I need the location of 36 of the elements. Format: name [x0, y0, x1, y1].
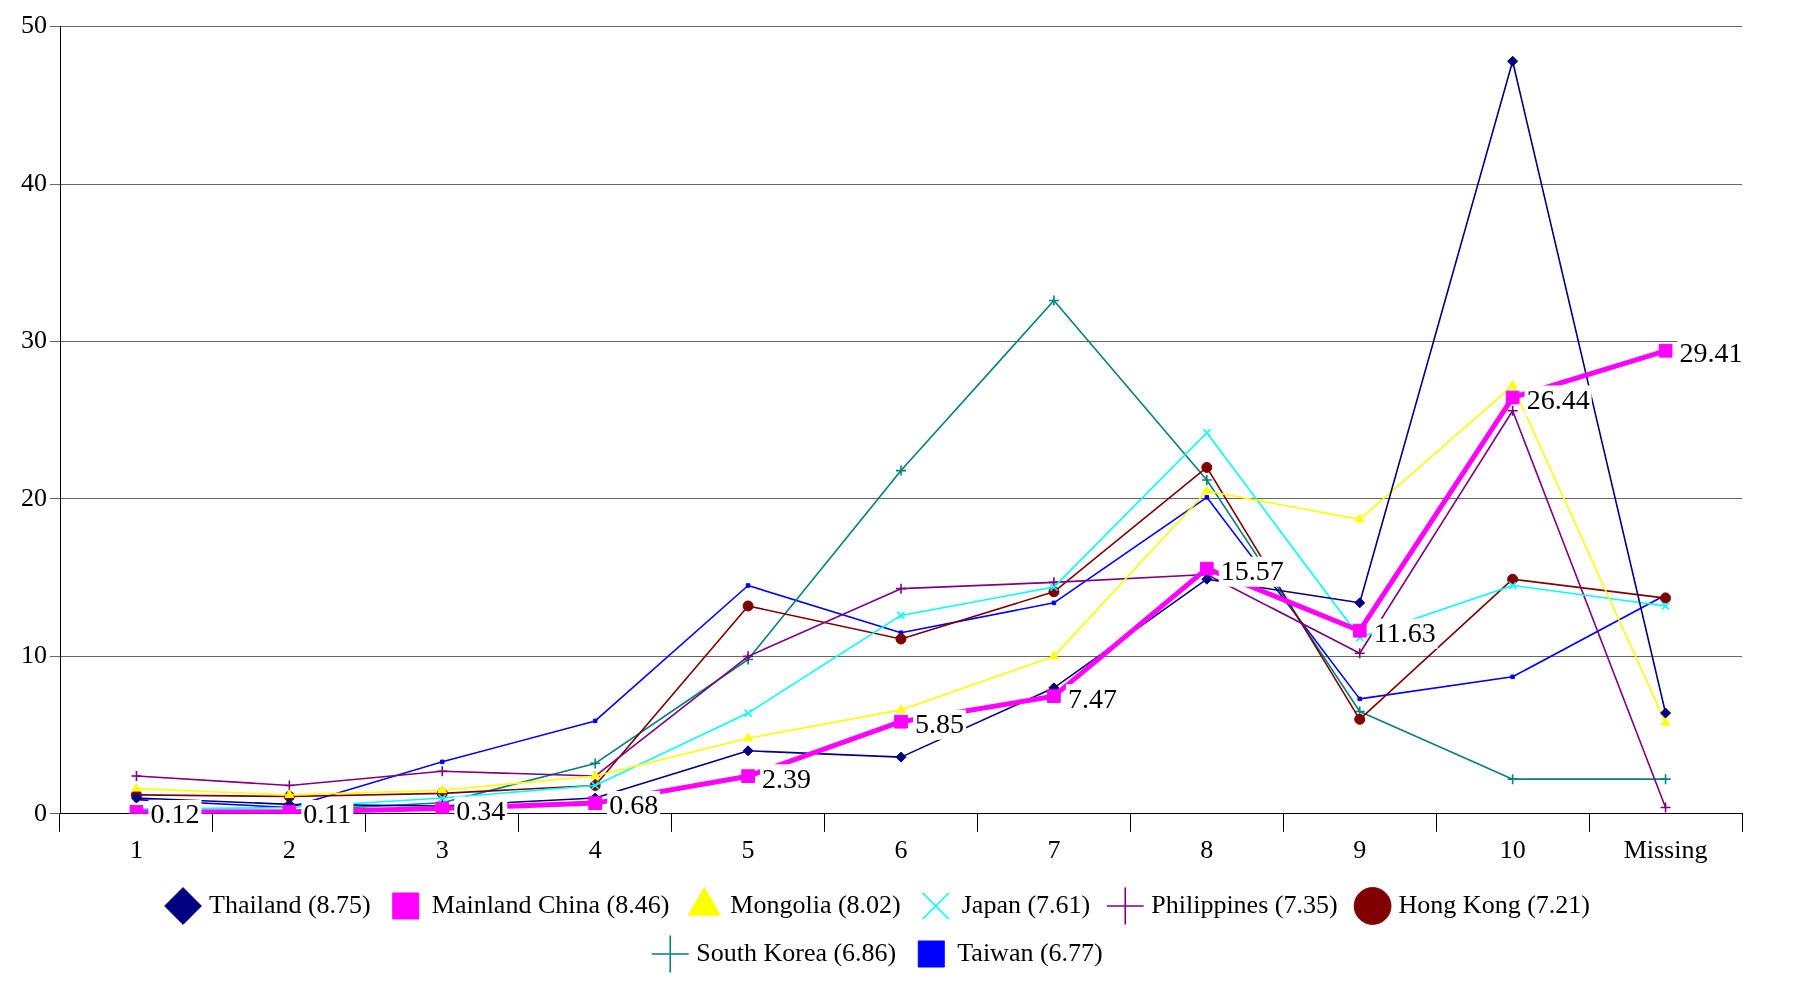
data-label: 0.12 — [150, 798, 200, 830]
x-tick-label: 5 — [741, 835, 755, 865]
y-tick-label: 50 — [21, 10, 47, 40]
x-tick-label: 6 — [894, 835, 908, 865]
x-tick-label: 1 — [129, 835, 143, 865]
data-label: 29.41 — [1679, 337, 1743, 369]
x-tick-label: 9 — [1353, 835, 1367, 865]
legend-label: Mongolia (8.02) — [730, 889, 901, 919]
data-label: 0.34 — [456, 794, 506, 826]
data-label: 15.57 — [1220, 555, 1284, 587]
data-label: 0.11 — [303, 798, 352, 830]
legend-label: Taiwan (6.77) — [957, 937, 1103, 967]
legend-label: South Korea (6.86) — [696, 937, 897, 967]
legend-label: Hong Kong (7.21) — [1398, 889, 1590, 919]
x-tick-label: Missing — [1623, 835, 1708, 865]
data-label: 2.39 — [762, 762, 812, 794]
y-tick-label: 10 — [21, 640, 47, 670]
data-label: 0.68 — [609, 789, 659, 821]
data-label: 11.63 — [1373, 617, 1436, 649]
y-tick-label: 40 — [21, 167, 47, 197]
legend-label: Mainland China (8.46) — [431, 889, 670, 919]
x-tick-label: 8 — [1200, 835, 1214, 865]
legend-label: Philippines (7.35) — [1151, 889, 1338, 919]
y-tick-label: 20 — [21, 482, 47, 512]
x-tick-label: 3 — [435, 835, 449, 865]
data-label: 7.47 — [1067, 682, 1117, 714]
x-tick-label: 7 — [1047, 835, 1061, 865]
y-tick-label: 0 — [34, 797, 47, 827]
data-label: 5.85 — [915, 708, 964, 740]
y-tick-label: 30 — [21, 325, 47, 355]
x-tick-label: 2 — [282, 835, 296, 865]
legend-label: Japan (7.61) — [961, 889, 1091, 919]
data-label: 26.44 — [1526, 383, 1590, 415]
legend-label: Thailand (8.75) — [209, 889, 371, 919]
x-tick-label: 4 — [588, 835, 602, 865]
x-tick-label: 10 — [1499, 835, 1526, 865]
